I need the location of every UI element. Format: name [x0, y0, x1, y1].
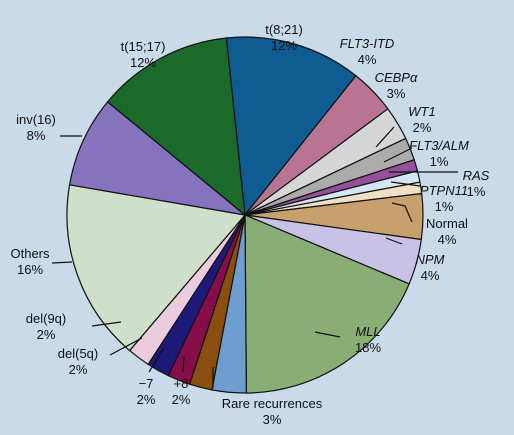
slice-percent-label: 2%	[137, 392, 156, 407]
leader-line-mll	[314, 331, 341, 338]
slice-labels: t(8;21)12% FLT3-ITD4%CEBPα3%WT12%FLT3/ALM…	[10, 22, 489, 427]
slice-percent-label: 8%	[27, 128, 46, 143]
pie-slice-mll	[244, 214, 410, 394]
slice-percent-label: 4%	[421, 268, 440, 283]
leader-line-ptpn11	[390, 181, 421, 187]
slice-name-label: t(8;21)	[265, 22, 303, 37]
slice-name-label: FLT3-ITD	[340, 36, 395, 51]
slice-name-label: MLL	[355, 324, 380, 339]
slice-name-label: inv(16)	[16, 112, 56, 127]
leader-line-npm	[385, 237, 403, 245]
slice-name-label: Others	[10, 246, 50, 261]
slice-name-label: CEBPα	[375, 70, 418, 85]
slice-percent-label: 1%	[430, 154, 449, 169]
leader-line-others	[51, 261, 73, 264]
leader-line-wt1	[375, 126, 395, 148]
slice-percent-label: 18%	[355, 340, 381, 355]
slice-name-label: NPM	[416, 252, 445, 267]
leader-lines	[51, 126, 458, 388]
slice-name-label: −7	[139, 376, 154, 391]
slice-name-label: +8	[174, 376, 189, 391]
pie-slice-t-8-21	[225, 36, 357, 217]
slice-percent-label: 12%	[130, 55, 156, 70]
pie-slices	[66, 36, 424, 394]
slice-percent-label: 3%	[263, 412, 282, 427]
pie-slice-inv-16	[68, 101, 248, 216]
slice-percent-label: 4%	[358, 52, 377, 67]
slice-percent-label: 2%	[172, 392, 191, 407]
slice-name-label: RAS	[463, 168, 490, 183]
slice-name-label: t(15;17)	[121, 39, 166, 54]
slice-name-label: Normal	[426, 216, 468, 231]
slice-percent-label: 1%	[435, 199, 454, 214]
slice-name-label: WT1	[408, 104, 435, 119]
slice-percent-label: 4%	[438, 232, 457, 247]
slice-percent-label: 1%	[467, 184, 486, 199]
slice-name-label: del(9q)	[26, 311, 66, 326]
slice-percent-label: 2%	[69, 362, 88, 377]
pie-slice-others	[66, 184, 247, 352]
slice-name-label: PTPN11	[420, 183, 468, 198]
slice-name-label: del(5q)	[58, 346, 98, 361]
leader-line-7	[148, 347, 165, 373]
slice-percent-label: 2%	[413, 120, 432, 135]
slice-percent-label: 16%	[17, 262, 43, 277]
slice-percent-label: 12%	[271, 38, 297, 53]
leader-line-del-5q	[109, 337, 143, 356]
pie-slice-t-15-17	[106, 37, 246, 217]
slice-name-label: FLT3/ALM	[409, 138, 469, 153]
leader-line-del-9q	[91, 321, 122, 327]
slice-percent-label: 3%	[387, 86, 406, 101]
leader-line-normal	[391, 202, 413, 223]
leader-line-flt3-alm	[383, 147, 413, 163]
leader-line-8	[182, 355, 185, 373]
slice-name-label: Rare recurrences	[222, 396, 323, 411]
slice-percent-label: 2%	[37, 327, 56, 342]
